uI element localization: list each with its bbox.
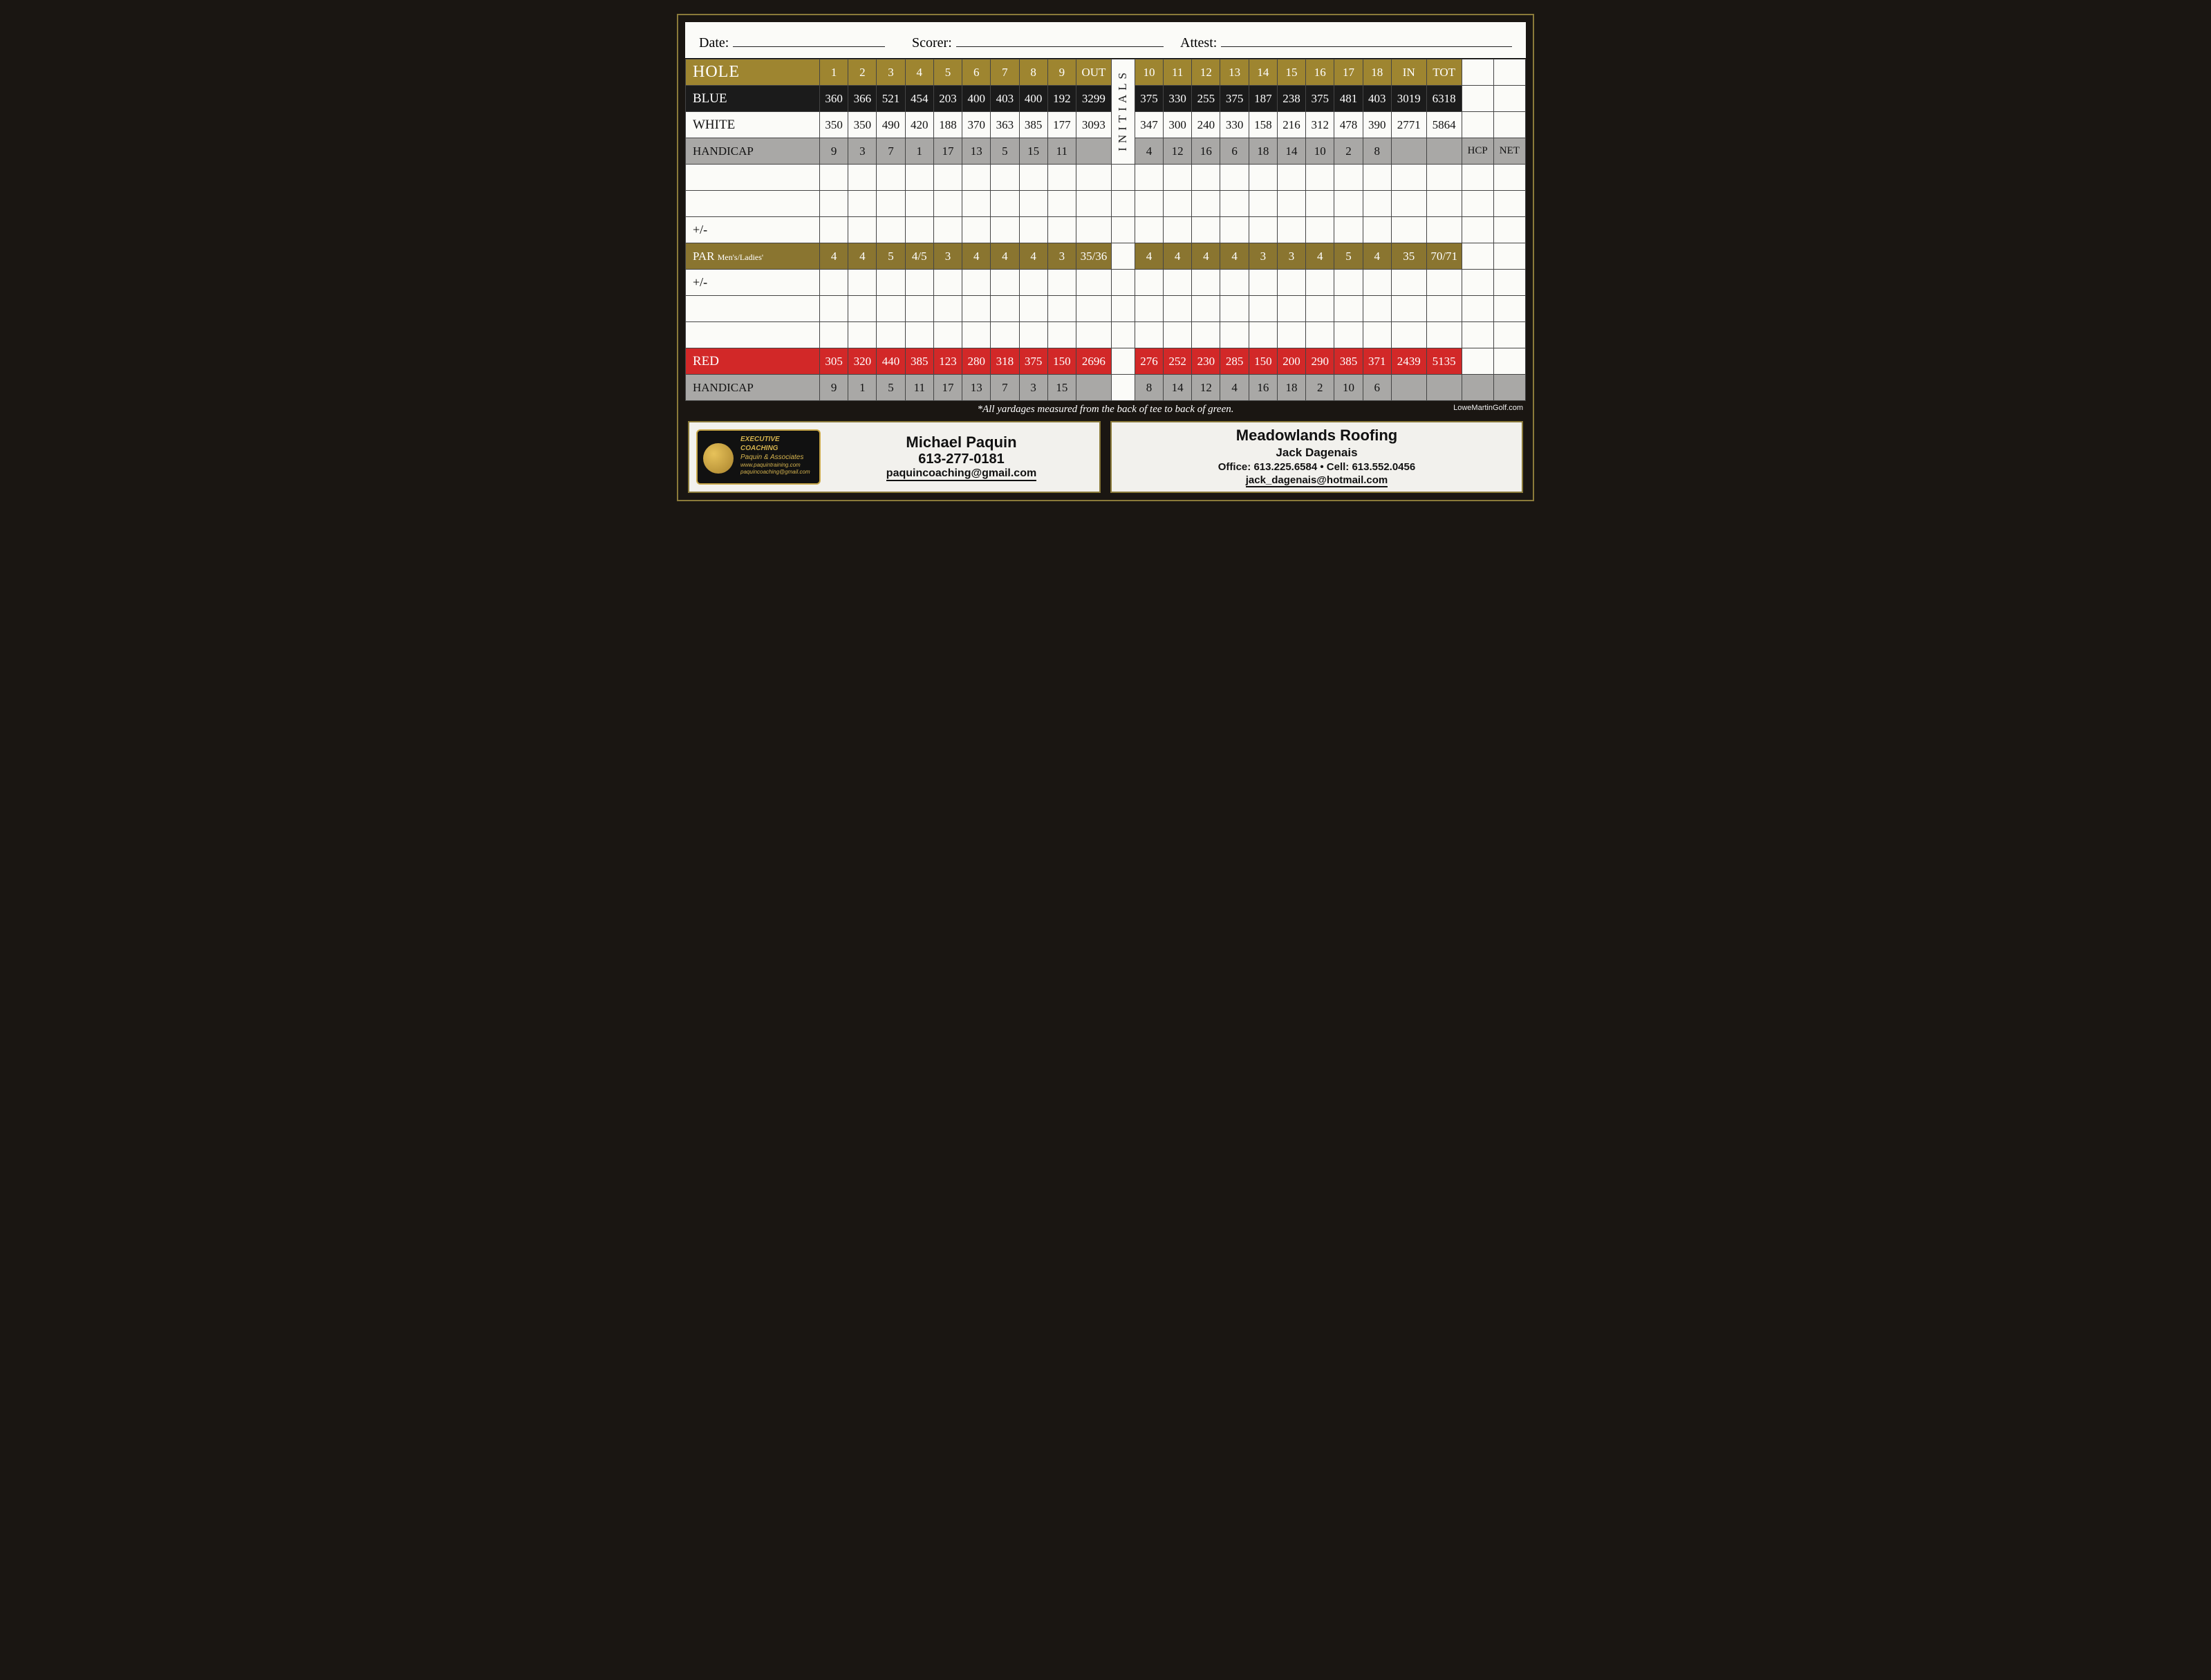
ad1-email: paquincoaching@gmail.com xyxy=(886,467,1036,481)
footnote: *All yardages measured from the back of … xyxy=(685,401,1526,417)
row-hole: HOLE123456789OUTINITIALS1011121314151617… xyxy=(686,59,1526,86)
row-handicap-top: HANDICAP937117135151141216618141028HCPNE… xyxy=(686,138,1526,165)
row-player-4 xyxy=(686,322,1526,348)
date-line[interactable] xyxy=(733,32,885,47)
ad1-logo-l4: paquincoaching@gmail.com xyxy=(740,469,814,476)
row-plusminus-1-label: +/- xyxy=(686,217,820,243)
date-label: Date: xyxy=(699,35,733,51)
scorecard: Date: Scorer: Attest: HOLE123456789OUTIN… xyxy=(677,14,1534,501)
row-player-4-label xyxy=(686,322,820,348)
ad1-logo: EXECUTIVE COACHING Paquin & Associates w… xyxy=(696,429,821,485)
scorer-label: Scorer: xyxy=(912,35,956,51)
scorer-field[interactable]: Scorer: xyxy=(912,32,1175,51)
ad1-name: Michael Paquin xyxy=(830,433,1092,451)
scorer-line[interactable] xyxy=(956,32,1164,47)
row-handicap-bottom: HANDICAP915111713731581412416182106 xyxy=(686,375,1526,401)
ad1-logo-l2: Paquin & Associates xyxy=(740,453,814,462)
attest-label: Attest: xyxy=(1180,35,1221,51)
row-hole-label: HOLE xyxy=(686,59,820,86)
score-table: HOLE123456789OUTINITIALS1011121314151617… xyxy=(685,59,1526,401)
row-par-label: PAR Men's/Ladies' xyxy=(686,243,820,270)
row-player-3 xyxy=(686,296,1526,322)
ad1-phone: 613-277-0181 xyxy=(830,451,1092,467)
ad2-email: jack_dagenais@hotmail.com xyxy=(1246,474,1388,487)
footnote-text: *All yardages measured from the back of … xyxy=(977,404,1233,415)
row-handicap-bottom-label: HANDICAP xyxy=(686,375,820,401)
initials-cell: INITIALS xyxy=(1111,59,1135,165)
ad2-phones: Office: 613.225.6584 • Cell: 613.552.045… xyxy=(1218,461,1415,473)
row-blue: BLUE360366521454203400403400192329937533… xyxy=(686,86,1526,112)
attest-field[interactable]: Attest: xyxy=(1180,32,1512,51)
row-player-2 xyxy=(686,191,1526,217)
row-plusminus-1: +/- xyxy=(686,217,1526,243)
ad2-biz: Meadowlands Roofing xyxy=(1236,427,1397,445)
row-red-label: RED xyxy=(686,348,820,375)
row-white-label: WHITE xyxy=(686,112,820,138)
ad1-logo-l3: www.paquintraining.com xyxy=(740,462,814,469)
row-plusminus-2: +/- xyxy=(686,270,1526,296)
row-red: RED3053204403851232803183751502696276252… xyxy=(686,348,1526,375)
ad2-person: Jack Dagenais xyxy=(1276,446,1357,460)
row-player-3-label xyxy=(686,296,820,322)
row-player-2-label xyxy=(686,191,820,217)
ad1-logo-l1: EXECUTIVE COACHING xyxy=(740,435,814,453)
globe-icon xyxy=(703,443,734,474)
row-player-1-label xyxy=(686,165,820,191)
credit: LoweMartinGolf.com xyxy=(1453,404,1523,412)
row-plusminus-2-label: +/- xyxy=(686,270,820,296)
row-par: PAR Men's/Ladies'4454/53444335/364444334… xyxy=(686,243,1526,270)
date-field[interactable]: Date: xyxy=(699,32,906,51)
ad-meadowlands: Meadowlands Roofing Jack Dagenais Office… xyxy=(1110,421,1523,493)
row-player-1 xyxy=(686,165,1526,191)
header-fields: Date: Scorer: Attest: xyxy=(685,22,1526,59)
attest-line[interactable] xyxy=(1221,32,1512,47)
initials-text: INITIALS xyxy=(1116,68,1130,151)
ad-paquin: EXECUTIVE COACHING Paquin & Associates w… xyxy=(688,421,1101,493)
row-handicap-top-label: HANDICAP xyxy=(686,138,820,165)
row-blue-label: BLUE xyxy=(686,86,820,112)
row-white: WHITE35035049042018837036338517730933473… xyxy=(686,112,1526,138)
ad1-info: Michael Paquin 613-277-0181 paquincoachi… xyxy=(830,433,1092,481)
ads-row: EXECUTIVE COACHING Paquin & Associates w… xyxy=(685,417,1526,500)
